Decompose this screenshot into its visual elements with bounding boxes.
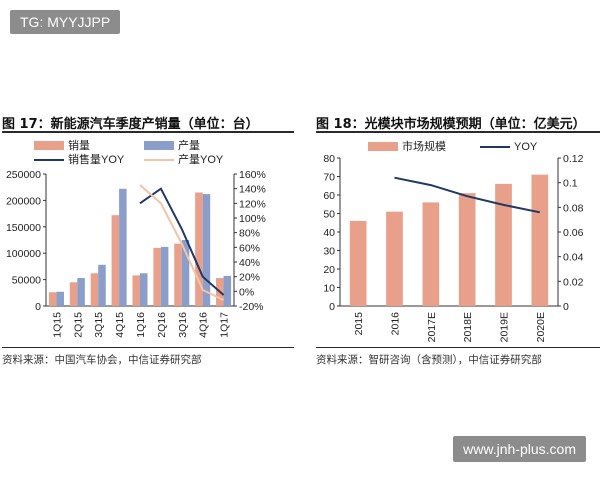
bar-市场规模 [422, 202, 440, 306]
left-tick-label: 150000 [6, 222, 41, 234]
bar-产量 [119, 188, 127, 306]
bar-产量 [77, 278, 85, 306]
watermark-bottom: www.jnh-plus.com [453, 436, 586, 462]
category-label: 2016 [390, 312, 402, 336]
bar-产量 [181, 240, 190, 306]
left-tick-label: 50000 [12, 275, 41, 287]
right-tick-label: 40% [239, 257, 260, 269]
chart1-svg: 0 50000 100000 150000 200000 250000 -20% 0% 20% 4… [6, 138, 266, 338]
bar-市场规模 [349, 220, 367, 306]
bar-销量 [153, 247, 161, 306]
chart1-title-rule [2, 131, 294, 133]
left-tick-label: 50 [323, 209, 335, 221]
category-label: 4Q16 [198, 312, 210, 338]
bar-销量 [69, 282, 78, 306]
chart1-bottom-rule [2, 347, 294, 348]
right-tick-label: 0.02 [563, 276, 584, 288]
left-tick-label: 200000 [6, 195, 41, 207]
chart1-title: 图 17：新能源汽车季度产销量（单位：台） [2, 117, 259, 132]
category-label: 1Q16 [135, 312, 147, 338]
bar-产量 [98, 264, 106, 306]
category-label: 2020E [535, 312, 547, 342]
bar-销量 [111, 215, 120, 306]
right-tick-label: 0.08 [563, 202, 584, 214]
right-tick-label: 120% [239, 198, 266, 210]
left-tick-label: 40 [323, 227, 335, 239]
right-tick-label: 160% [239, 169, 266, 181]
chart2-title-rule [316, 131, 600, 133]
right-tick-label: 100% [239, 213, 266, 225]
right-tick-label: 20% [239, 272, 260, 284]
right-tick-label: 80% [239, 228, 260, 240]
bar-销量 [132, 275, 140, 306]
category-label: 1Q15 [51, 312, 63, 338]
left-tick-label: 0 [35, 301, 41, 313]
right-tick-label: 0 [563, 301, 569, 313]
line-销售量YOY [139, 187, 225, 296]
right-tick-label: 0% [239, 286, 254, 298]
legend-label-YOY: YOY [514, 141, 538, 153]
watermark-top: TG: MYYJJPP [10, 10, 121, 34]
category-label: 2017E [426, 312, 438, 342]
bar-产量 [160, 246, 169, 306]
line-YOY [394, 176, 540, 214]
legend-label-销量: 销量 [68, 138, 90, 152]
category-label: 3Q15 [93, 312, 105, 338]
left-tick-label: 100000 [6, 248, 41, 260]
bar-销量 [195, 192, 203, 306]
left-tick-label: 10 [323, 283, 335, 295]
left-tick-label: 70 [323, 172, 335, 184]
bar-市场规模 [495, 183, 512, 306]
category-label: 2Q16 [156, 312, 168, 338]
left-tick-label: 20 [323, 264, 335, 276]
legend-label-产量YOY: 产量YOY [178, 152, 224, 166]
chart2-title: 图 18：光模块市场规模预期（单位：亿美元） [316, 117, 586, 132]
category-label: 2018E [462, 312, 474, 342]
legend-swatch-市场规模 [368, 142, 398, 151]
bar-市场规模 [458, 193, 476, 306]
category-label: 2015 [353, 312, 365, 336]
category-label: 3Q16 [177, 312, 189, 338]
legend-label-产量: 产量 [178, 138, 200, 152]
chart2-bottom-rule [316, 347, 600, 348]
bar-销量 [48, 292, 57, 306]
left-tick-label: 30 [323, 246, 335, 258]
right-tick-label: 60% [239, 242, 260, 254]
line-产量YOY [139, 184, 225, 301]
left-tick-label: 60 [323, 190, 335, 202]
legend-label-市场规模: 市场规模 [402, 139, 446, 153]
legend-label-销售量YOY: 销售量YOY [68, 152, 125, 166]
bar-市场规模 [386, 211, 403, 306]
left-tick-label: 80 [323, 153, 335, 165]
right-tick-label: 140% [239, 184, 266, 196]
chart2-source: 资料来源：智研咨询（含预测），中信证券研究部 [316, 354, 542, 366]
bar-产量 [140, 273, 148, 306]
bar-产量 [202, 194, 211, 306]
right-tick-label: 0.12 [563, 153, 584, 165]
left-tick-label: 0 [329, 301, 335, 313]
bar-产量 [56, 291, 64, 306]
right-tick-label: 0.04 [563, 252, 584, 264]
legend-swatch-产量 [144, 141, 174, 150]
bar-销量 [90, 273, 99, 306]
category-label: 2019E [499, 312, 511, 342]
right-tick-label: -20% [239, 301, 264, 313]
bar-销量 [174, 243, 182, 306]
category-label: 2Q15 [72, 312, 84, 338]
chart2-svg: 0 10 20 30 40 50 60 70 80 0 0.02 0.04 0.06 0.08 0.1 0.1… [323, 139, 584, 342]
legend-swatch-销量 [34, 141, 64, 150]
right-tick-label: 0.06 [563, 227, 584, 239]
bar-产量 [223, 275, 232, 306]
chart1-source: 资料来源：中国汽车协会，中信证券研究部 [2, 354, 202, 366]
category-label: 4Q15 [114, 312, 126, 338]
left-tick-label: 250000 [6, 169, 41, 181]
right-tick-label: 0.1 [563, 178, 578, 190]
bar-市场规模 [531, 174, 549, 306]
category-label: 1Q17 [219, 312, 231, 338]
